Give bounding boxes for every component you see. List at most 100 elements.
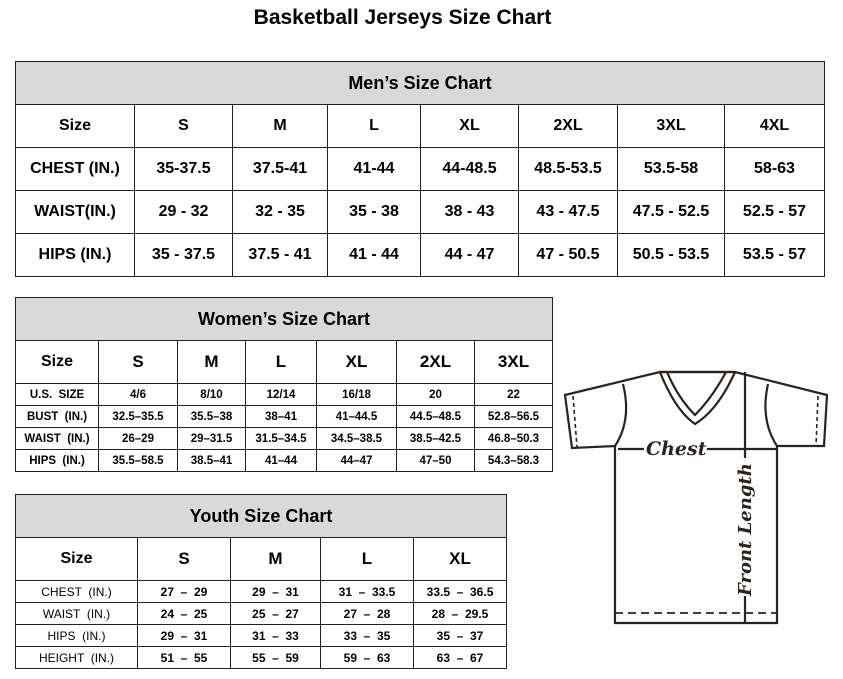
table-cell: 35.5–38 — [177, 405, 246, 428]
header-row: Size S M L XL 2XL 3XL — [15, 340, 554, 384]
table-cell: 31 – 33.5 — [320, 580, 414, 603]
row-label: WAIST (IN.) — [15, 602, 138, 625]
table-cell: 44 - 47 — [420, 233, 519, 277]
table-cell: 44-48.5 — [420, 147, 519, 191]
table-cell: 47.5 - 52.5 — [617, 190, 725, 234]
jersey-diagram: Chest Front Length — [563, 370, 829, 625]
table-cell: 24 – 25 — [137, 602, 231, 625]
header-cell: 3XL — [473, 340, 554, 384]
table-cell: 32 - 35 — [232, 190, 328, 234]
row-label: BUST (IN.) — [15, 405, 99, 428]
header-cell: L — [245, 340, 317, 384]
row-label: U.S. SIZE — [15, 383, 99, 406]
table-cell: 31 – 33 — [230, 624, 321, 647]
womens-size-table: Women’s Size Chart Size S M L XL 2XL 3XL U.S. SI… — [14, 297, 554, 472]
table-row: HEIGHT (IN.) 51 – 55 55 – 59 59 – 63 63 – 67 — [15, 646, 508, 669]
header-cell: S — [134, 104, 233, 148]
table-row: HIPS (IN.) 29 – 31 31 – 33 33 – 35 35 – 37 — [15, 624, 508, 647]
table-cell: 35 – 37 — [412, 624, 508, 647]
table-cell: 27 – 28 — [320, 602, 414, 625]
table-cell: 58-63 — [724, 147, 825, 191]
table-cell: 38 - 43 — [420, 190, 519, 234]
jersey-outline — [563, 370, 829, 625]
table-row: CHEST (IN.) 27 – 29 29 – 31 31 – 33.5 33.5 –… — [15, 580, 508, 603]
table-cell: 53.5 - 57 — [724, 233, 825, 277]
header-cell: 3XL — [617, 104, 725, 148]
table-cell: 37.5-41 — [232, 147, 328, 191]
table-cell: 16/18 — [316, 383, 397, 406]
table-cell: 53.5-58 — [617, 147, 725, 191]
header-cell: S — [98, 340, 178, 384]
row-label: HIPS (IN.) — [15, 624, 138, 647]
row-label: HIPS (IN.) — [15, 449, 99, 472]
header-cell: Size — [15, 104, 135, 148]
header-cell: 2XL — [396, 340, 475, 384]
table-cell: 44–47 — [316, 449, 397, 472]
table-cell: 41 - 44 — [327, 233, 421, 277]
table-cell: 35-37.5 — [134, 147, 233, 191]
table-cell: 46.8–50.3 — [473, 427, 554, 450]
table-row: WAIST(IN.) 29 - 32 32 - 35 35 - 38 38 - 43 43… — [15, 190, 825, 234]
table-row: WAIST (IN.) 24 – 25 25 – 27 27 – 28 28 – 29.… — [15, 602, 508, 625]
header-cell: L — [320, 537, 414, 581]
table-cell: 48.5-53.5 — [518, 147, 618, 191]
chest-label: Chest — [646, 438, 707, 460]
table-row: HIPS (IN.) 35 - 37.5 37.5 - 41 41 - 44 44 - … — [15, 233, 825, 277]
row-label: HIPS (IN.) — [15, 233, 135, 277]
header-cell: M — [230, 537, 321, 581]
header-cell: Size — [15, 340, 99, 384]
row-label: WAIST(IN.) — [15, 190, 135, 234]
row-label: HEIGHT (IN.) — [15, 646, 138, 669]
table-cell: 35 - 37.5 — [134, 233, 233, 277]
table-cell: 44.5–48.5 — [396, 405, 475, 428]
table-cell: 29 – 31 — [230, 580, 321, 603]
table-cell: 47–50 — [396, 449, 475, 472]
table-cell: 32.5–35.5 — [98, 405, 178, 428]
table-row: CHEST (IN.) 35-37.5 37.5-41 41-44 44-48.5 48.… — [15, 147, 825, 191]
row-label: CHEST (IN.) — [15, 580, 138, 603]
header-row: Size S M L XL — [15, 537, 508, 581]
table-cell: 38.5–42.5 — [396, 427, 475, 450]
table-row: HIPS (IN.) 35.5–58.5 38.5–41 41–44 44–47 47–5… — [15, 449, 554, 472]
table-cell: 59 – 63 — [320, 646, 414, 669]
header-cell: Size — [15, 537, 138, 581]
header-cell: 4XL — [724, 104, 825, 148]
header-cell: XL — [412, 537, 508, 581]
table-cell: 54.3–58.3 — [473, 449, 554, 472]
table-cell: 31.5–34.5 — [245, 427, 317, 450]
table-cell: 37.5 - 41 — [232, 233, 328, 277]
table-cell: 52.5 - 57 — [724, 190, 825, 234]
table-cell: 38.5–41 — [177, 449, 246, 472]
table-row: WAIST (IN.) 26–29 29–31.5 31.5–34.5 34.5–38.… — [15, 427, 554, 450]
table-cell: 28 – 29.5 — [412, 602, 508, 625]
youth-table-title: Youth Size Chart — [14, 494, 508, 538]
table-cell: 26–29 — [98, 427, 178, 450]
table-cell: 29 – 31 — [137, 624, 231, 647]
table-cell: 51 – 55 — [137, 646, 231, 669]
table-cell: 20 — [396, 383, 475, 406]
header-row: Size S M L XL 2XL 3XL 4XL — [15, 104, 825, 148]
youth-size-table: Youth Size Chart Size S M L XL CHEST (IN.) 27 –… — [14, 494, 508, 669]
table-cell: 43 - 47.5 — [518, 190, 618, 234]
table-cell: 34.5–38.5 — [316, 427, 397, 450]
table-cell: 63 – 67 — [412, 646, 508, 669]
table-cell: 22 — [473, 383, 554, 406]
table-cell: 4/6 — [98, 383, 178, 406]
table-cell: 27 – 29 — [137, 580, 231, 603]
page-title: Basketball Jerseys Size Chart — [253, 6, 552, 29]
table-cell: 8/10 — [177, 383, 246, 406]
table-cell: 41–44 — [245, 449, 317, 472]
table-row: BUST (IN.) 32.5–35.5 35.5–38 38–41 41–44.5 44… — [15, 405, 554, 428]
table-cell: 33 – 35 — [320, 624, 414, 647]
table-cell: 41-44 — [327, 147, 421, 191]
header-cell: L — [327, 104, 421, 148]
header-cell: M — [232, 104, 328, 148]
table-cell: 47 - 50.5 — [518, 233, 618, 277]
row-label: WAIST (IN.) — [15, 427, 99, 450]
table-cell: 33.5 – 36.5 — [412, 580, 508, 603]
table-cell: 52.8–56.5 — [473, 405, 554, 428]
table-cell: 12/14 — [245, 383, 317, 406]
row-label: CHEST (IN.) — [15, 147, 135, 191]
header-cell: XL — [420, 104, 519, 148]
